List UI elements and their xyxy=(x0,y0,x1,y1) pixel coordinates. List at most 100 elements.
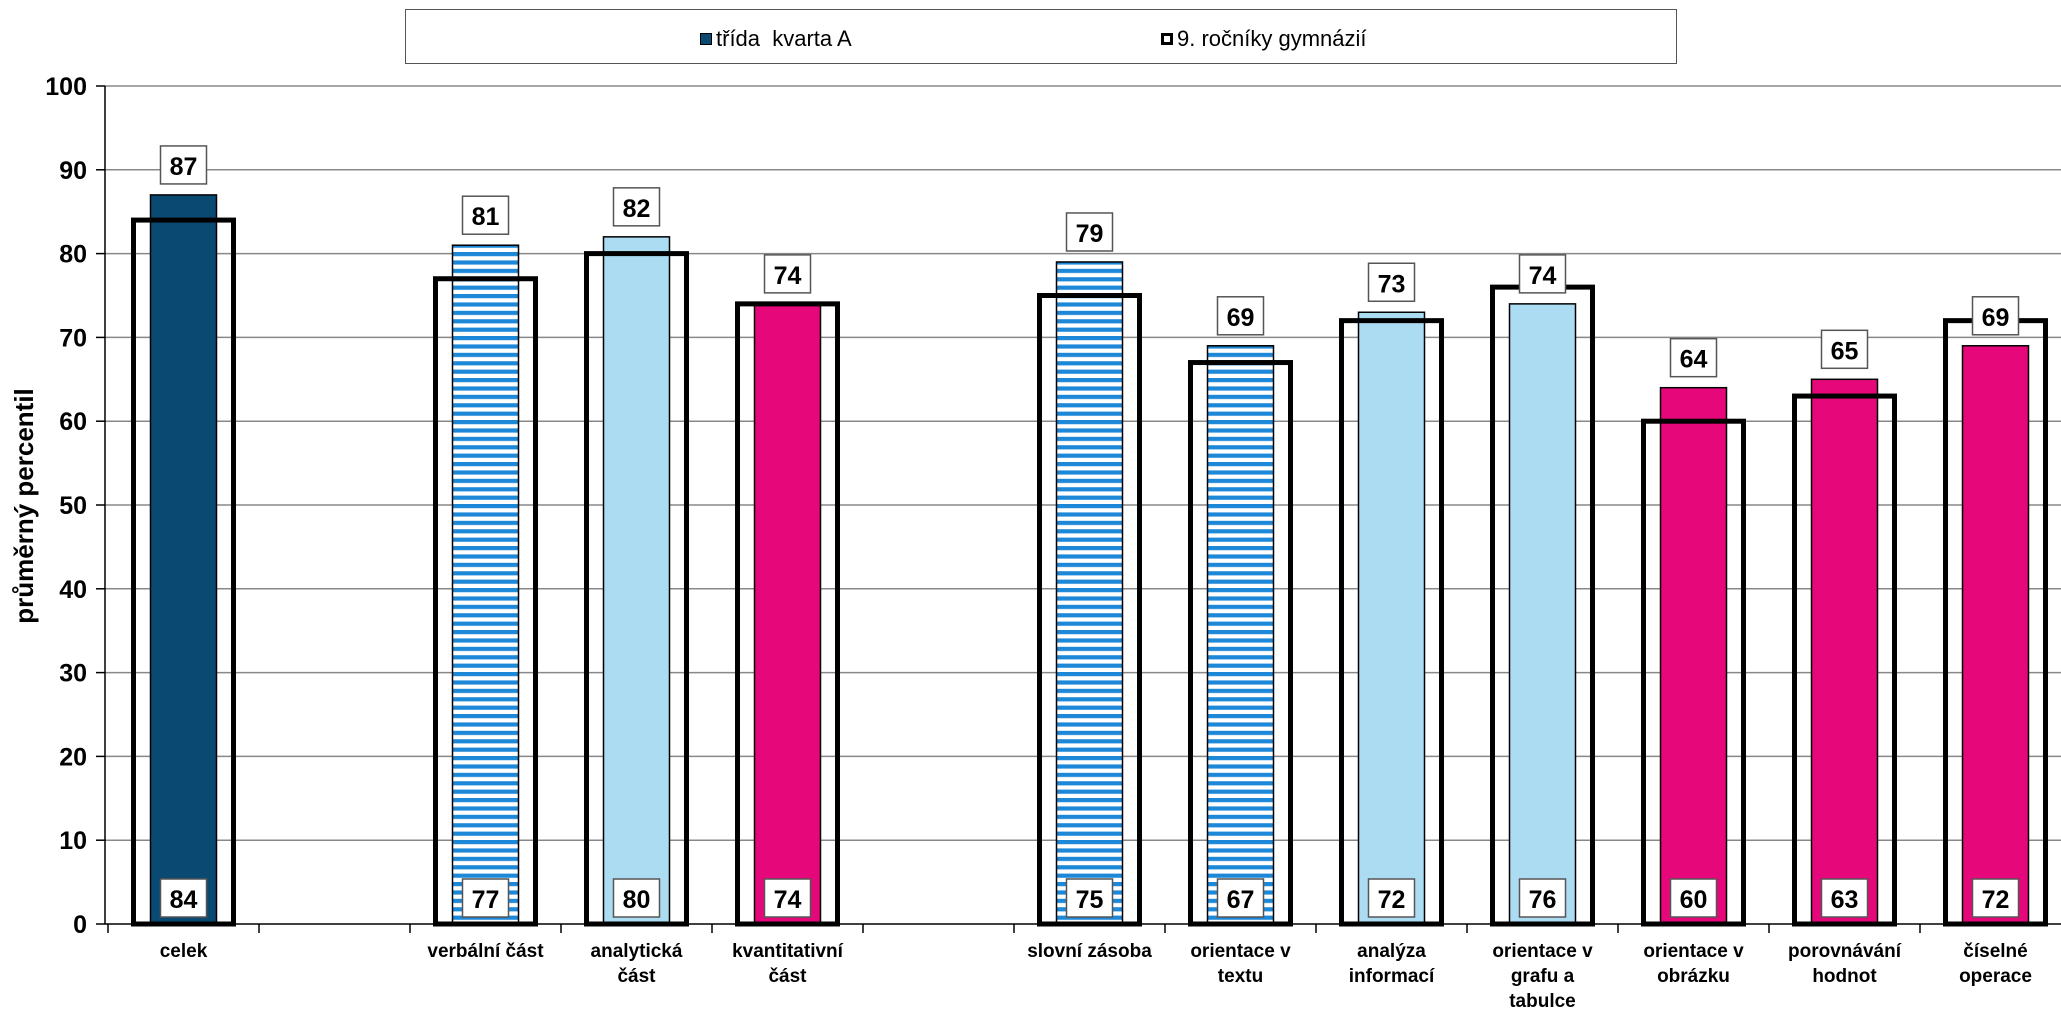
bar-class xyxy=(753,303,822,925)
x-tick-label: analytická xyxy=(591,941,683,962)
data-label-national: 84 xyxy=(170,886,198,914)
data-label-national-box xyxy=(1367,878,1416,918)
y-tick-label: 60 xyxy=(59,408,87,436)
data-label-national-box xyxy=(763,878,812,918)
bar-national xyxy=(1339,318,1444,927)
data-label-national: 72 xyxy=(1982,886,2010,914)
data-label-national: 76 xyxy=(1529,886,1557,914)
x-tick-label: číselné xyxy=(1963,941,2027,962)
y-tick-label: 100 xyxy=(45,73,87,101)
bar-class xyxy=(602,236,671,925)
legend-swatch-national xyxy=(1161,33,1173,45)
y-tick-label: 50 xyxy=(59,492,87,520)
legend-item-class: třída kvarta A xyxy=(700,26,852,52)
x-tick-label: informací xyxy=(1349,966,1435,987)
x-tick-label: analýza xyxy=(1357,941,1426,962)
bar-class xyxy=(1206,345,1275,925)
bar-national xyxy=(584,251,689,927)
data-label-national-box xyxy=(1971,878,2020,918)
y-tick-label: 30 xyxy=(59,660,87,688)
bar-class xyxy=(451,244,520,925)
data-label-class-box xyxy=(1065,212,1114,252)
x-tick-label: orientace v xyxy=(1643,941,1744,962)
data-label-national-box xyxy=(1518,878,1567,918)
x-tick-label: část xyxy=(768,966,807,987)
x-tick-label: slovní zásoba xyxy=(1027,941,1152,962)
x-tick-label: grafu a xyxy=(1511,966,1575,987)
data-label-class: 79 xyxy=(1076,220,1104,248)
data-label-class: 69 xyxy=(1227,304,1255,332)
data-label-national-box xyxy=(461,878,510,918)
x-tick-label: verbální část xyxy=(427,941,544,962)
data-label-class: 74 xyxy=(774,262,802,290)
data-label-class: 87 xyxy=(170,153,198,181)
x-tick-label: část xyxy=(617,966,656,987)
y-tick-label: 0 xyxy=(73,911,87,939)
data-label-national-box xyxy=(612,878,661,918)
data-label-class-box xyxy=(1971,296,2020,336)
bar-national xyxy=(1037,293,1142,927)
bar-class xyxy=(1055,261,1124,925)
x-tick-label: orientace v xyxy=(1492,941,1593,962)
data-label-class: 74 xyxy=(1529,262,1557,290)
data-label-national-box xyxy=(1065,878,1114,918)
data-label-class: 73 xyxy=(1378,270,1406,298)
bars xyxy=(131,194,2048,927)
legend: třída kvarta A 9. ročníky gymnázií xyxy=(405,9,1677,64)
y-tick-label: 20 xyxy=(59,743,87,771)
data-label-national-box xyxy=(1820,878,1869,918)
data-label-class-box xyxy=(1669,337,1718,378)
bar-national xyxy=(131,217,236,927)
bar-national xyxy=(1188,360,1293,927)
data-labels: 87 84 81 77 82 80 74 74 79 75 69 67 73 72 74 76 64 60 65 63… xyxy=(159,145,2020,918)
y-axis-title: průměrný percentil xyxy=(9,388,39,624)
data-label-class-box xyxy=(612,187,661,227)
data-label-national: 75 xyxy=(1076,886,1104,914)
data-label-national-box xyxy=(159,878,208,918)
data-label-class: 82 xyxy=(623,195,651,223)
y-tick-label: 10 xyxy=(59,827,87,855)
x-tick-label: operace xyxy=(1959,966,2032,987)
data-label-class-box xyxy=(159,145,208,185)
data-label-national: 63 xyxy=(1831,886,1859,914)
data-label-class: 69 xyxy=(1982,304,2010,332)
bar-national xyxy=(735,301,840,927)
bar-national xyxy=(1792,393,1897,927)
data-label-national-box xyxy=(1669,878,1718,918)
data-label-class-box xyxy=(1367,262,1416,303)
bar-national xyxy=(1641,418,1746,927)
data-label-national: 67 xyxy=(1227,886,1255,914)
bar-class xyxy=(1961,345,2030,925)
legend-label-class: třída kvarta A xyxy=(716,26,852,51)
data-label-national: 80 xyxy=(623,886,651,914)
bar-class xyxy=(149,194,218,925)
data-label-national: 60 xyxy=(1680,886,1708,914)
data-label-national: 74 xyxy=(774,886,802,914)
x-tick-label: kvantitativní xyxy=(732,941,844,962)
bar-class xyxy=(1659,386,1728,925)
bar-class xyxy=(1508,303,1577,925)
data-label-class-box xyxy=(1518,254,1567,294)
x-tick-label: tabulce xyxy=(1509,991,1576,1009)
legend-item-national: 9. ročníky gymnázií xyxy=(1161,26,1367,52)
y-tick-label: 40 xyxy=(59,576,87,604)
data-label-class: 65 xyxy=(1831,337,1859,365)
x-tick-label: orientace v xyxy=(1190,941,1291,962)
x-tick-label: hodnot xyxy=(1812,966,1877,987)
bar-class xyxy=(1357,311,1426,925)
x-tick-label: porovnávání xyxy=(1788,941,1902,962)
y-tick-label: 80 xyxy=(59,241,87,269)
data-label-class: 81 xyxy=(472,203,500,231)
data-label-class-box xyxy=(1216,296,1265,336)
data-label-class-box xyxy=(461,195,510,235)
bar-class xyxy=(1810,378,1879,925)
bar-national xyxy=(433,276,538,927)
x-tick-label: textu xyxy=(1218,966,1263,987)
data-label-national: 72 xyxy=(1378,886,1406,914)
data-label-national-box xyxy=(1216,878,1265,918)
legend-label-national: 9. ročníky gymnázií xyxy=(1177,26,1367,51)
data-label-class: 64 xyxy=(1680,346,1708,374)
y-tick-label: 90 xyxy=(59,157,87,185)
data-label-national: 77 xyxy=(472,886,500,914)
